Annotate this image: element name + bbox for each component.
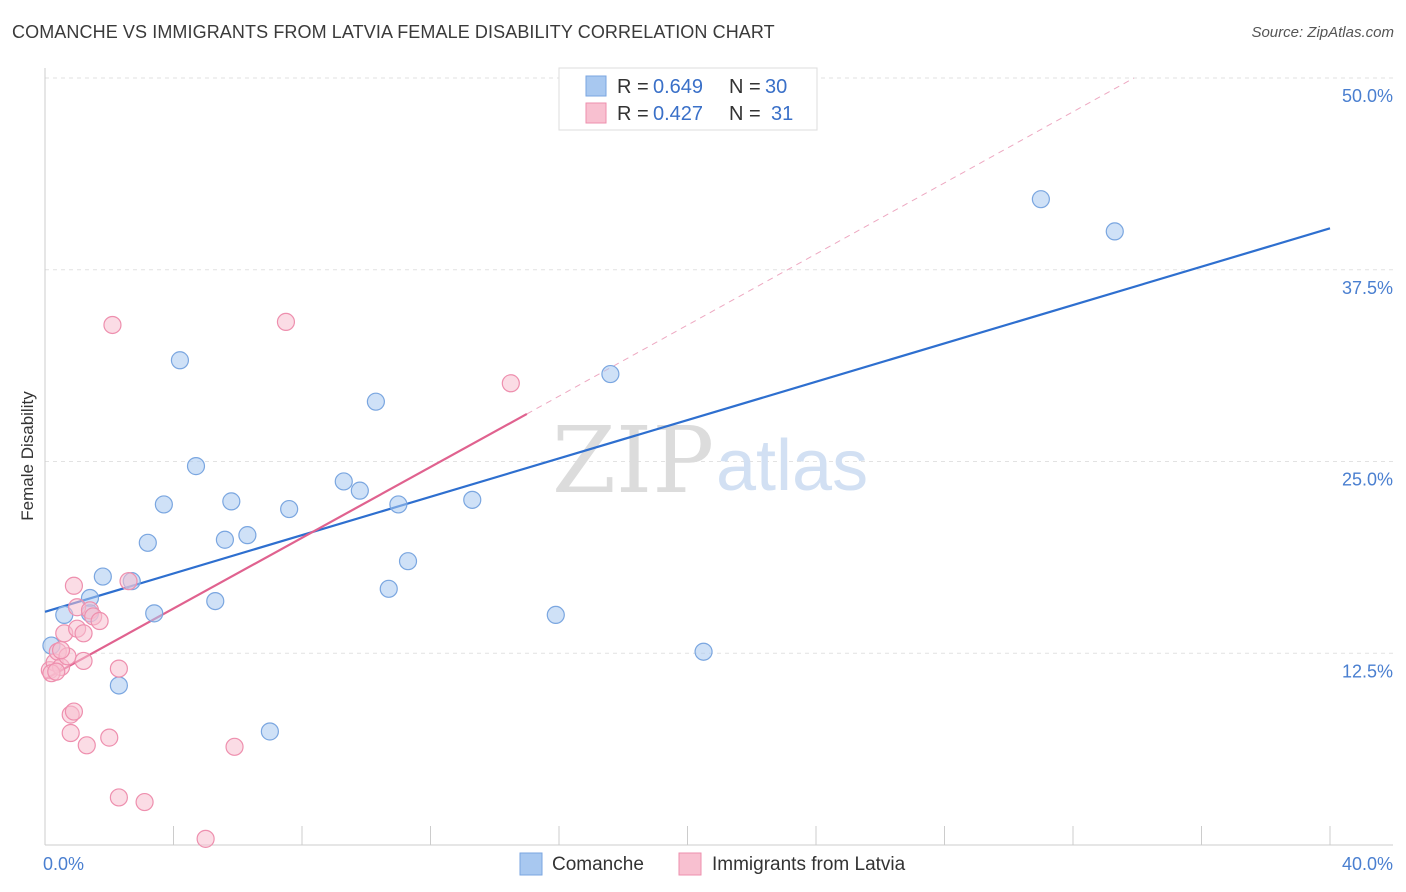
chart-svg: ZIP atlas 12.5%25.0%37.5%50.0%0.0% 40.0% … <box>0 0 1406 892</box>
point-comanche-9 <box>187 458 204 475</box>
point-comanche-3 <box>94 568 111 585</box>
point-latvia-22 <box>120 573 137 590</box>
point-comanche-10 <box>207 593 224 610</box>
trend-line-0 <box>45 228 1330 611</box>
point-latvia-20 <box>110 660 127 677</box>
point-comanche-24 <box>695 643 712 660</box>
legend-n-value-comanche: 30 <box>765 76 787 98</box>
point-latvia-23 <box>136 794 153 811</box>
point-latvia-21 <box>110 789 127 806</box>
bottom-legend-swatch-latvia <box>679 853 701 875</box>
point-latvia-27 <box>502 375 519 392</box>
point-comanche-6 <box>146 605 163 622</box>
point-comanche-16 <box>351 482 368 499</box>
bottom-legend-label-comanche: Comanche <box>552 854 644 875</box>
y-tick-label-0: 12.5% <box>1342 661 1393 681</box>
point-latvia-12 <box>75 625 92 642</box>
point-latvia-9 <box>65 577 82 594</box>
point-comanche-14 <box>281 501 298 518</box>
point-comanche-17 <box>367 393 384 410</box>
point-comanche-18 <box>380 580 397 597</box>
point-comanche-7 <box>155 496 172 513</box>
legend-swatch-latvia <box>586 103 606 123</box>
point-latvia-8 <box>65 703 82 720</box>
point-comanche-8 <box>171 352 188 369</box>
y-tick-label-3: 50.0% <box>1342 86 1393 106</box>
legend-n-label-latvia: N = <box>729 103 761 125</box>
point-latvia-29 <box>53 642 70 659</box>
point-comanche-20 <box>400 553 417 570</box>
legend-swatch-comanche <box>586 76 606 96</box>
points-layer <box>41 191 1123 848</box>
x-tick-label-0: 0.0% <box>43 854 84 874</box>
point-latvia-7 <box>62 725 79 742</box>
point-latvia-18 <box>101 729 118 746</box>
y-axis-label: Female Disability <box>18 391 37 521</box>
point-comanche-12 <box>223 493 240 510</box>
bottom-legend-swatch-comanche <box>520 853 542 875</box>
point-latvia-14 <box>78 737 95 754</box>
trend-line-1 <box>45 414 527 679</box>
point-comanche-15 <box>335 473 352 490</box>
trend-layer <box>45 78 1330 679</box>
watermark-atlas: atlas <box>716 426 868 506</box>
point-latvia-30 <box>48 663 65 680</box>
point-comanche-28 <box>261 723 278 740</box>
point-latvia-26 <box>277 313 294 330</box>
point-comanche-22 <box>547 606 564 623</box>
legend: R = 0.649 N = 30 R = 0.427 N = 31 <box>559 68 817 130</box>
bottom-legend: Comanche Immigrants from Latvia <box>520 853 906 875</box>
point-comanche-25 <box>1032 191 1049 208</box>
legend-r-label-comanche: R = <box>617 76 649 98</box>
point-comanche-13 <box>239 527 256 544</box>
legend-r-label-latvia: R = <box>617 103 649 125</box>
point-comanche-5 <box>139 534 156 551</box>
point-latvia-17 <box>91 613 108 630</box>
y-tick-label-2: 37.5% <box>1342 278 1393 298</box>
y-tick-label-1: 25.0% <box>1342 470 1393 490</box>
legend-r-value-latvia: 0.427 <box>653 103 703 125</box>
x-tick-label-1: 40.0% <box>1342 854 1393 874</box>
point-comanche-11 <box>216 531 233 548</box>
point-comanche-27 <box>110 677 127 694</box>
bottom-legend-label-latvia: Immigrants from Latvia <box>712 854 906 875</box>
point-comanche-23 <box>602 366 619 383</box>
point-latvia-25 <box>226 738 243 755</box>
watermark-zip: ZIP <box>552 407 714 514</box>
legend-n-label-comanche: N = <box>729 76 761 98</box>
point-comanche-26 <box>1106 223 1123 240</box>
legend-r-value-comanche: 0.649 <box>653 76 703 98</box>
point-latvia-13 <box>75 652 92 669</box>
point-latvia-24 <box>197 830 214 847</box>
legend-n-value-latvia: 31 <box>771 103 793 125</box>
point-comanche-21 <box>464 491 481 508</box>
point-latvia-19 <box>104 316 121 333</box>
point-comanche-19 <box>390 496 407 513</box>
